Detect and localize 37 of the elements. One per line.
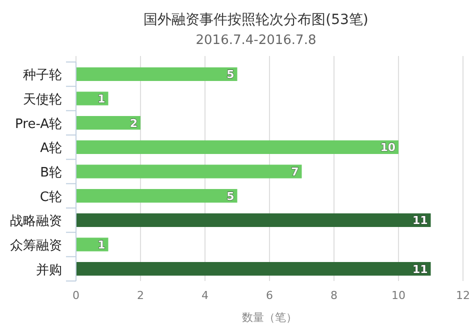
data-label: 5	[226, 190, 234, 203]
x-tick-label: 10	[392, 289, 406, 302]
bar	[76, 140, 398, 154]
data-label: 2	[130, 116, 138, 130]
x-tick-label: 0	[72, 289, 80, 302]
x-tick-label: 6	[266, 289, 273, 302]
x-tick-label: 4	[202, 289, 208, 302]
bar	[76, 92, 108, 106]
x-tick-label: 12	[456, 289, 470, 302]
bar	[76, 164, 302, 178]
data-label: 7	[291, 166, 299, 178]
y-tick-label: 种子轮	[23, 68, 62, 84]
data-label: 1	[98, 238, 106, 252]
bar	[76, 67, 238, 81]
bar	[76, 213, 431, 227]
y-tick-label: B轮	[40, 166, 62, 180]
bar	[76, 262, 431, 276]
bar	[76, 189, 238, 203]
data-label: 10	[380, 141, 396, 154]
y-tick-label: Pre-A轮	[15, 116, 62, 132]
y-tick-label: 天使轮	[23, 92, 62, 108]
data-label: 11	[412, 214, 428, 228]
data-label: 1	[98, 92, 106, 106]
y-tick-label: 并购	[36, 262, 62, 278]
x-tick-label: 8	[330, 289, 338, 302]
y-tick-label: 众筹融资	[10, 238, 62, 254]
x-tick-label: 2	[137, 289, 144, 302]
chart-subtitle: 2016.7.4-2016.7.8	[196, 33, 316, 48]
y-tick-label: A轮	[40, 141, 62, 156]
x-axis-title: 数量（笔）	[242, 311, 297, 324]
chart-title: 国外融资事件按照轮次分布图(53笔)	[144, 12, 368, 28]
bar	[76, 238, 108, 252]
y-tick-label: 战略融资	[10, 214, 62, 230]
y-tick-label: C轮	[40, 190, 62, 205]
data-label: 5	[226, 68, 234, 82]
bar	[76, 116, 140, 130]
data-label: 11	[412, 262, 428, 276]
